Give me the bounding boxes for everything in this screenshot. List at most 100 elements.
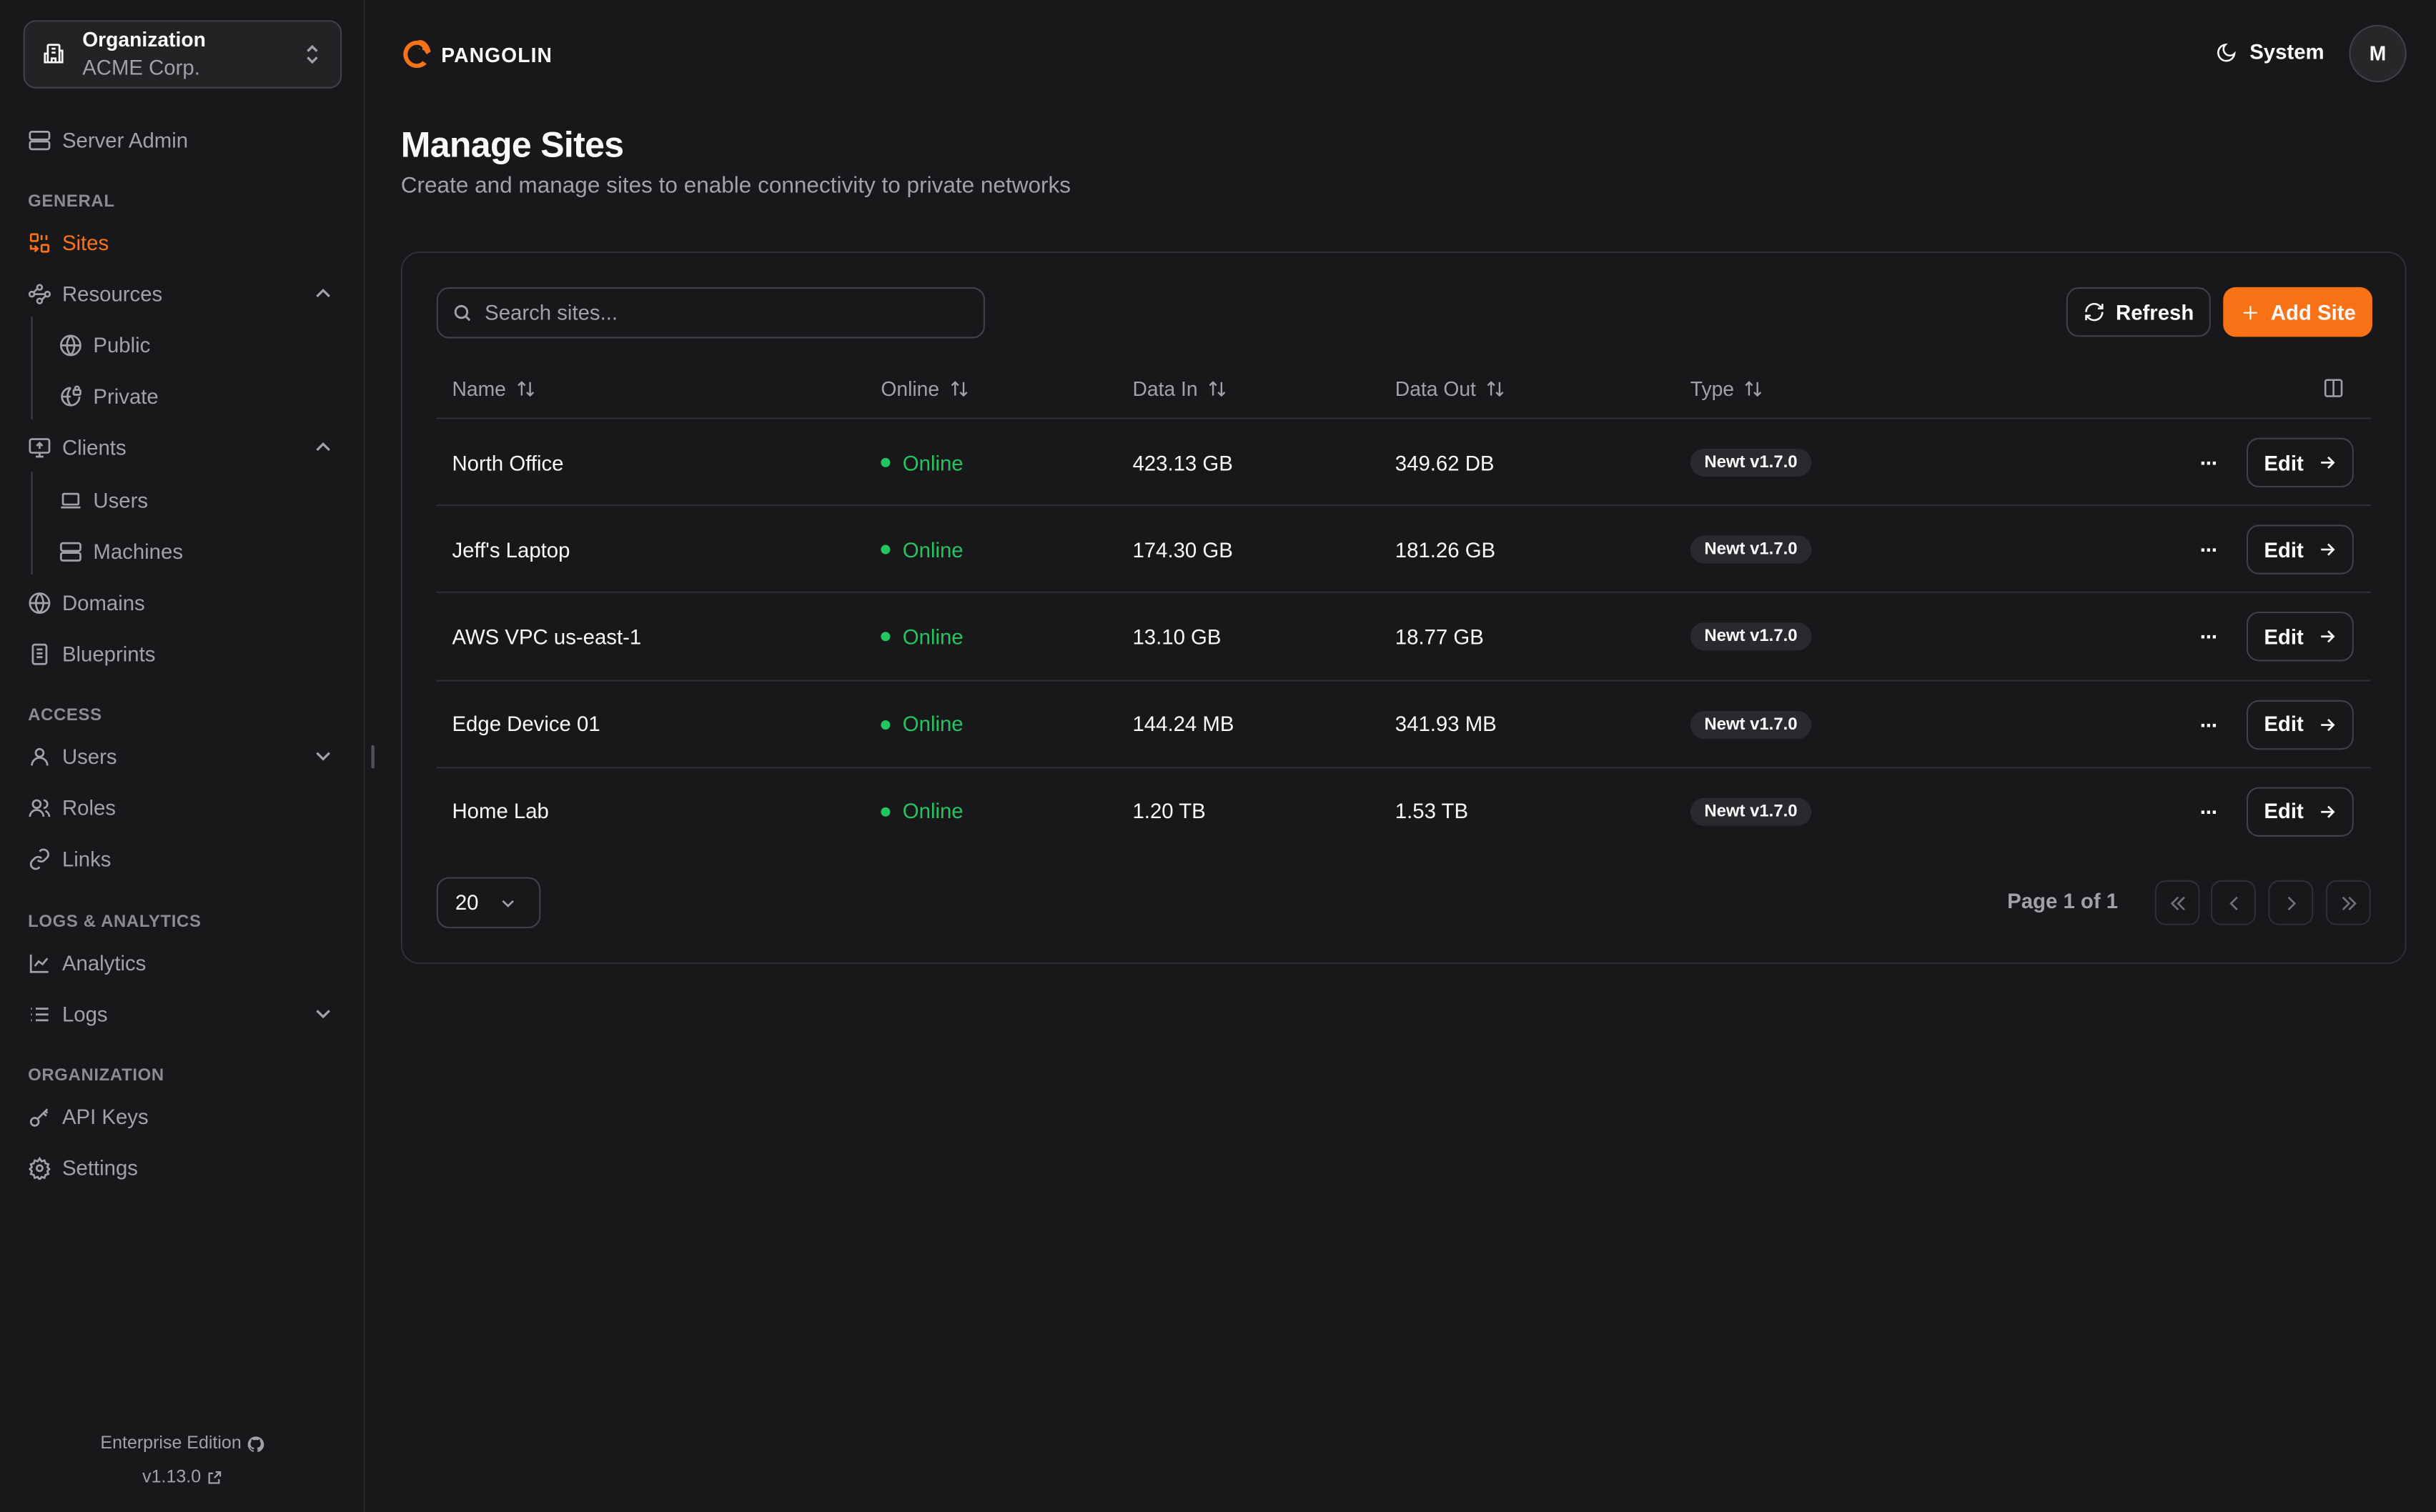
- more-actions-icon[interactable]: ···: [2200, 537, 2217, 562]
- sidebar-item-domains[interactable]: Domains: [28, 587, 339, 617]
- column-header[interactable]: Name: [452, 377, 535, 401]
- data-in: 423.13 GB: [1132, 419, 1232, 507]
- site-name: Home Lab: [452, 768, 548, 855]
- previous-page-button[interactable]: [2211, 880, 2256, 925]
- sidebar-item-api-keys[interactable]: API Keys: [28, 1100, 339, 1131]
- chart-line-icon: [28, 951, 51, 975]
- column-header[interactable]: Data Out: [1395, 377, 1505, 401]
- page-size-select[interactable]: 20: [437, 877, 541, 928]
- org-switcher[interactable]: Organization ACME Corp.: [24, 20, 342, 89]
- sidebar-label: Users: [93, 488, 148, 512]
- server-icon: [59, 539, 83, 563]
- chevrons-right-icon: [2339, 893, 2357, 912]
- pangolin-logo-icon: [401, 37, 434, 71]
- sidebar-item-users[interactable]: Users: [28, 740, 339, 771]
- more-actions-icon[interactable]: ···: [2200, 712, 2217, 737]
- globe-lock-icon: [59, 384, 83, 408]
- more-actions-icon[interactable]: ···: [2200, 799, 2217, 824]
- status-online: Online: [881, 507, 963, 594]
- data-out: 1.53 TB: [1395, 768, 1468, 855]
- column-header[interactable]: Data In: [1132, 377, 1227, 401]
- sidebar-item-client-users[interactable]: Users: [59, 484, 339, 515]
- table-row[interactable]: Jeff's Laptop Online 174.30 GB 181.26 GB…: [437, 504, 2371, 592]
- edit-label: Edit: [2264, 451, 2303, 474]
- sidebar-label: Resources: [62, 282, 162, 305]
- type-badge: Newt v1.7.0: [1690, 623, 1811, 651]
- search-placeholder: Search sites...: [485, 301, 618, 324]
- data-in: 1.20 TB: [1132, 768, 1205, 855]
- column-label: Data In: [1132, 377, 1197, 401]
- edit-label: Edit: [2264, 625, 2303, 649]
- version-link[interactable]: v1.13.0: [0, 1468, 365, 1487]
- key-icon: [28, 1105, 51, 1128]
- data-in: 144.24 MB: [1132, 681, 1234, 768]
- sidebar-label: Sites: [62, 231, 109, 254]
- sidebar: Organization ACME Corp. Server Admin GEN…: [0, 0, 365, 1512]
- sidebar-item-sites[interactable]: Sites: [28, 227, 339, 257]
- column-header[interactable]: Type: [1690, 377, 1764, 401]
- edit-button[interactable]: Edit: [2247, 525, 2354, 575]
- add-site-button[interactable]: Add Site: [2223, 287, 2372, 337]
- site-name: North Office: [452, 419, 563, 507]
- column-header[interactable]: Online: [881, 377, 969, 401]
- sidebar-item-private[interactable]: Private: [59, 380, 339, 411]
- edit-button[interactable]: Edit: [2247, 612, 2354, 662]
- edit-button[interactable]: Edit: [2247, 787, 2354, 837]
- sidebar-item-resources[interactable]: Resources: [28, 278, 339, 309]
- page-size-value: 20: [455, 891, 479, 915]
- theme-label: System: [2249, 40, 2324, 64]
- sidebar-item-machines[interactable]: Machines: [59, 536, 339, 567]
- table-row[interactable]: Edge Device 01 Online 144.24 MB 341.93 M…: [437, 680, 2371, 767]
- site-name: Edge Device 01: [452, 681, 600, 768]
- table-row[interactable]: AWS VPC us-east-1 Online 13.10 GB 18.77 …: [437, 592, 2371, 680]
- sidebar-label: Settings: [62, 1155, 138, 1179]
- section-logs: LOGS & ANALYTICS: [28, 912, 201, 931]
- sidebar-item-public[interactable]: Public: [59, 329, 339, 360]
- more-actions-icon[interactable]: ···: [2200, 450, 2217, 475]
- type-cell: Newt v1.7.0: [1690, 681, 1811, 768]
- table-row[interactable]: North Office Online 423.13 GB 349.62 DB …: [437, 417, 2371, 504]
- sidebar-item-roles[interactable]: Roles: [28, 792, 339, 822]
- sidebar-item-blueprints[interactable]: Blueprints: [28, 638, 339, 669]
- section-access: ACCESS: [28, 706, 102, 725]
- next-page-button[interactable]: [2268, 880, 2313, 925]
- search-input[interactable]: Search sites...: [437, 287, 985, 339]
- sidebar-resize-handle[interactable]: [371, 745, 374, 769]
- sidebar-item-clients[interactable]: Clients: [28, 432, 339, 462]
- brand-logo[interactable]: PANGOLIN: [401, 37, 553, 71]
- data-out: 349.62 DB: [1395, 419, 1495, 507]
- edit-button[interactable]: Edit: [2247, 700, 2354, 750]
- column-label: Type: [1690, 377, 1734, 401]
- edit-label: Edit: [2264, 800, 2303, 823]
- last-page-button[interactable]: [2326, 880, 2371, 925]
- columns-icon[interactable]: [2322, 377, 2344, 399]
- arrow-right-icon: [2317, 540, 2336, 559]
- laptop-icon: [59, 488, 83, 512]
- edit-button[interactable]: Edit: [2247, 438, 2354, 488]
- sidebar-item-server-admin[interactable]: Server Admin: [28, 124, 339, 155]
- more-actions-icon[interactable]: ···: [2200, 625, 2217, 650]
- avatar[interactable]: M: [2349, 25, 2406, 82]
- theme-toggle[interactable]: System: [2215, 40, 2324, 64]
- list-icon: [28, 1002, 51, 1025]
- sidebar-item-settings[interactable]: Settings: [28, 1152, 339, 1183]
- sidebar-label: API Keys: [62, 1105, 149, 1128]
- chevron-left-icon: [2224, 893, 2242, 912]
- sidebar-item-links[interactable]: Links: [28, 843, 339, 874]
- sidebar-label: Roles: [62, 795, 116, 819]
- sidebar-label: Blueprints: [62, 642, 156, 665]
- first-page-button[interactable]: [2155, 880, 2200, 925]
- chevron-right-icon: [2282, 893, 2300, 912]
- gear-icon: [28, 1155, 51, 1179]
- table-row[interactable]: Home Lab Online 1.20 TB 1.53 TB Newt v1.…: [437, 767, 2371, 854]
- sidebar-item-logs[interactable]: Logs: [28, 998, 339, 1029]
- edition-label: Enterprise Edition: [100, 1434, 241, 1453]
- sidebar-item-analytics[interactable]: Analytics: [28, 947, 339, 978]
- sort-icon: [1743, 379, 1763, 399]
- status-dot: [881, 632, 890, 642]
- globe-icon: [59, 333, 83, 357]
- edition-link[interactable]: Enterprise Edition: [0, 1434, 365, 1453]
- sidebar-label: Clients: [62, 435, 127, 459]
- refresh-button[interactable]: Refresh: [2066, 287, 2211, 337]
- chevrons-up-down-icon: [303, 44, 322, 65]
